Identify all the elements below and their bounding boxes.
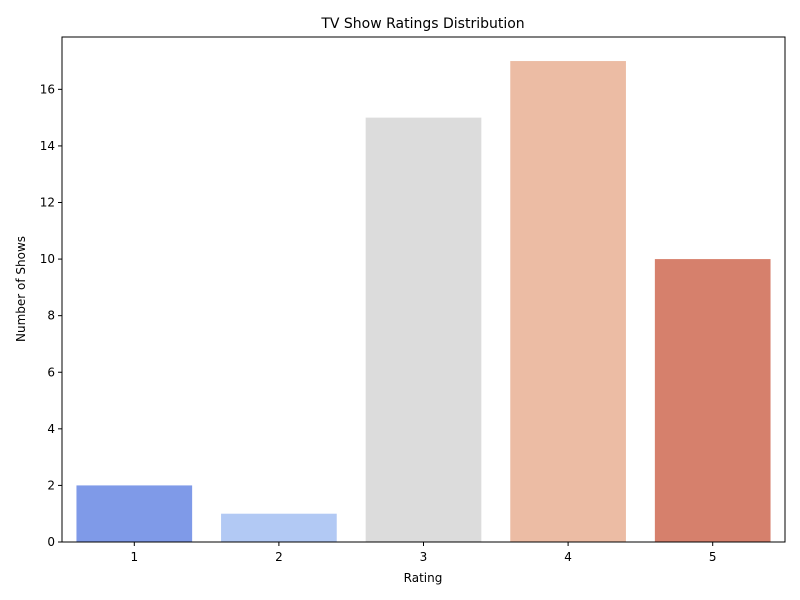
bar-rating-3 xyxy=(365,117,482,542)
bar-rating-5 xyxy=(654,259,771,542)
x-tick-label: 5 xyxy=(709,550,717,564)
y-axis-ticks: 0 2 4 6 8 10 12 14 16 xyxy=(40,82,62,549)
plot-frame xyxy=(61,36,786,543)
x-axis-label: Rating xyxy=(404,571,443,585)
bars-group xyxy=(76,61,771,543)
bar-rating-4 xyxy=(510,61,626,543)
y-tick-label: 10 xyxy=(40,252,55,266)
x-tick-label: 3 xyxy=(420,550,428,564)
x-tick-label: 1 xyxy=(130,550,138,564)
y-tick-label: 6 xyxy=(47,365,55,379)
bar-rating-1 xyxy=(76,485,193,542)
y-tick-label: 14 xyxy=(40,139,55,153)
y-tick-label: 16 xyxy=(40,82,55,96)
x-tick-label: 4 xyxy=(564,550,572,564)
y-axis-label: Number of Shows xyxy=(14,236,28,342)
y-tick-label: 8 xyxy=(47,309,55,323)
y-tick-label: 4 xyxy=(47,422,55,436)
y-tick-label: 2 xyxy=(47,478,55,492)
chart-title: TV Show Ratings Distribution xyxy=(320,16,524,32)
y-tick-label: 0 xyxy=(47,535,55,549)
x-tick-label: 2 xyxy=(275,550,283,564)
y-tick-label: 12 xyxy=(40,196,55,210)
bar-rating-2 xyxy=(221,513,337,542)
x-axis-ticks: 1 2 3 4 5 xyxy=(130,542,717,564)
